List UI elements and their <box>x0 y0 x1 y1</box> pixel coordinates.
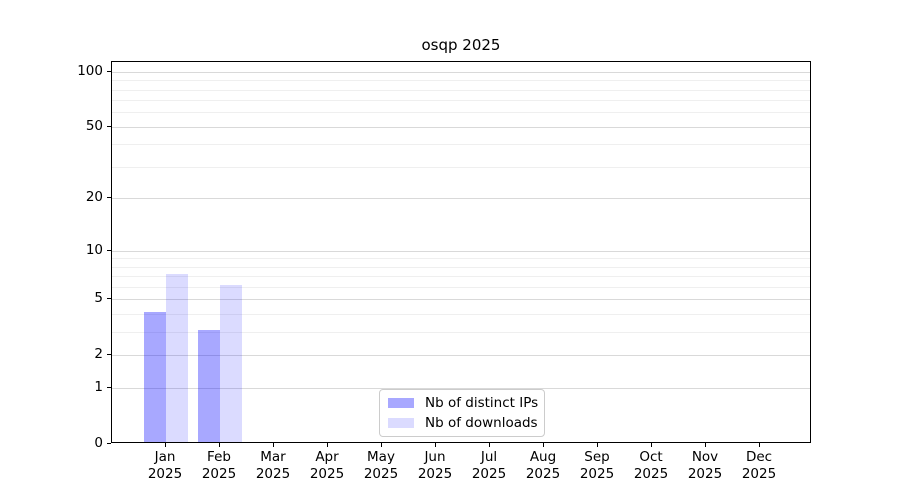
legend-swatch-downloads <box>388 417 414 428</box>
x-tick-label: Feb 2025 <box>201 449 237 482</box>
legend-label-distinct-ips: Nb of distinct IPs <box>425 395 539 412</box>
chart-title: osqp 2025 <box>421 36 501 54</box>
y-tick-mark <box>107 125 111 127</box>
gridline-minor <box>112 100 810 102</box>
legend-item-distinct-ips: Nb of distinct IPs <box>388 395 539 412</box>
y-tick-label: 5 <box>94 290 103 307</box>
legend-label-downloads: Nb of downloads <box>425 414 538 431</box>
y-tick-label: 20 <box>85 189 103 206</box>
gridline-minor <box>112 276 810 278</box>
x-tick-mark <box>165 443 166 447</box>
gridline-major <box>112 126 810 128</box>
x-tick-label: Mar 2025 <box>255 449 291 482</box>
gridline-minor <box>112 167 810 169</box>
x-tick-label: Apr 2025 <box>309 449 345 482</box>
gridline-major <box>112 388 810 390</box>
x-tick-label: Oct 2025 <box>633 449 669 482</box>
x-tick-label: Jul 2025 <box>471 449 507 482</box>
y-tick-mark <box>107 298 111 300</box>
x-tick-mark <box>273 443 274 447</box>
y-tick-mark <box>107 70 111 72</box>
y-tick-label: 2 <box>94 346 103 363</box>
x-tick-mark <box>327 443 328 447</box>
x-tick-mark <box>597 443 598 447</box>
y-tick-label: 10 <box>85 241 103 258</box>
gridline-minor <box>112 332 810 334</box>
gridline-minor <box>112 258 810 260</box>
gridline-minor <box>112 314 810 316</box>
legend-item-downloads: Nb of downloads <box>388 414 538 431</box>
y-tick-mark <box>107 197 111 199</box>
x-tick-label: Jan 2025 <box>147 449 183 482</box>
x-tick-mark <box>543 443 544 447</box>
x-tick-label: Jun 2025 <box>417 449 453 482</box>
y-tick-mark <box>107 249 111 251</box>
bar-downloads-feb <box>220 285 242 442</box>
gridline-major <box>112 299 810 301</box>
gridline-major <box>112 250 810 252</box>
gridline-minor <box>112 112 810 114</box>
y-tick-label: 100 <box>77 62 103 79</box>
y-tick-label: 1 <box>94 379 103 396</box>
bar-distinct-ips-jan <box>144 312 166 442</box>
x-tick-label: Dec 2025 <box>741 449 777 482</box>
y-tick-mark <box>107 354 111 356</box>
x-tick-label: Sep 2025 <box>579 449 615 482</box>
y-tick-label: 50 <box>85 117 103 134</box>
legend: Nb of distinct IPs Nb of downloads <box>379 389 545 437</box>
y-tick-label: 0 <box>94 435 103 451</box>
bar-downloads-jan <box>166 274 188 442</box>
x-tick-mark <box>489 443 490 447</box>
gridline-minor <box>112 144 810 146</box>
x-tick-label: Aug 2025 <box>525 449 561 482</box>
plot-area: Nb of distinct IPs Nb of downloads <box>111 61 811 443</box>
x-tick-mark <box>759 443 760 447</box>
y-tick-mark <box>107 387 111 389</box>
gridline-major <box>112 355 810 357</box>
gridline-minor <box>112 266 810 268</box>
gridline-minor <box>112 287 810 289</box>
gridline-minor <box>112 89 810 91</box>
gridline-major <box>112 198 810 200</box>
x-tick-mark <box>435 443 436 447</box>
x-tick-label: May 2025 <box>363 449 399 482</box>
x-tick-mark <box>705 443 706 447</box>
x-tick-mark <box>381 443 382 447</box>
legend-swatch-distinct-ips <box>388 398 414 409</box>
x-tick-mark <box>219 443 220 447</box>
bar-distinct-ips-feb <box>198 330 220 442</box>
gridline-major <box>112 71 810 73</box>
x-tick-mark <box>651 443 652 447</box>
x-tick-label: Nov 2025 <box>687 449 723 482</box>
gridline-minor <box>112 80 810 82</box>
y-tick-mark <box>107 443 111 444</box>
